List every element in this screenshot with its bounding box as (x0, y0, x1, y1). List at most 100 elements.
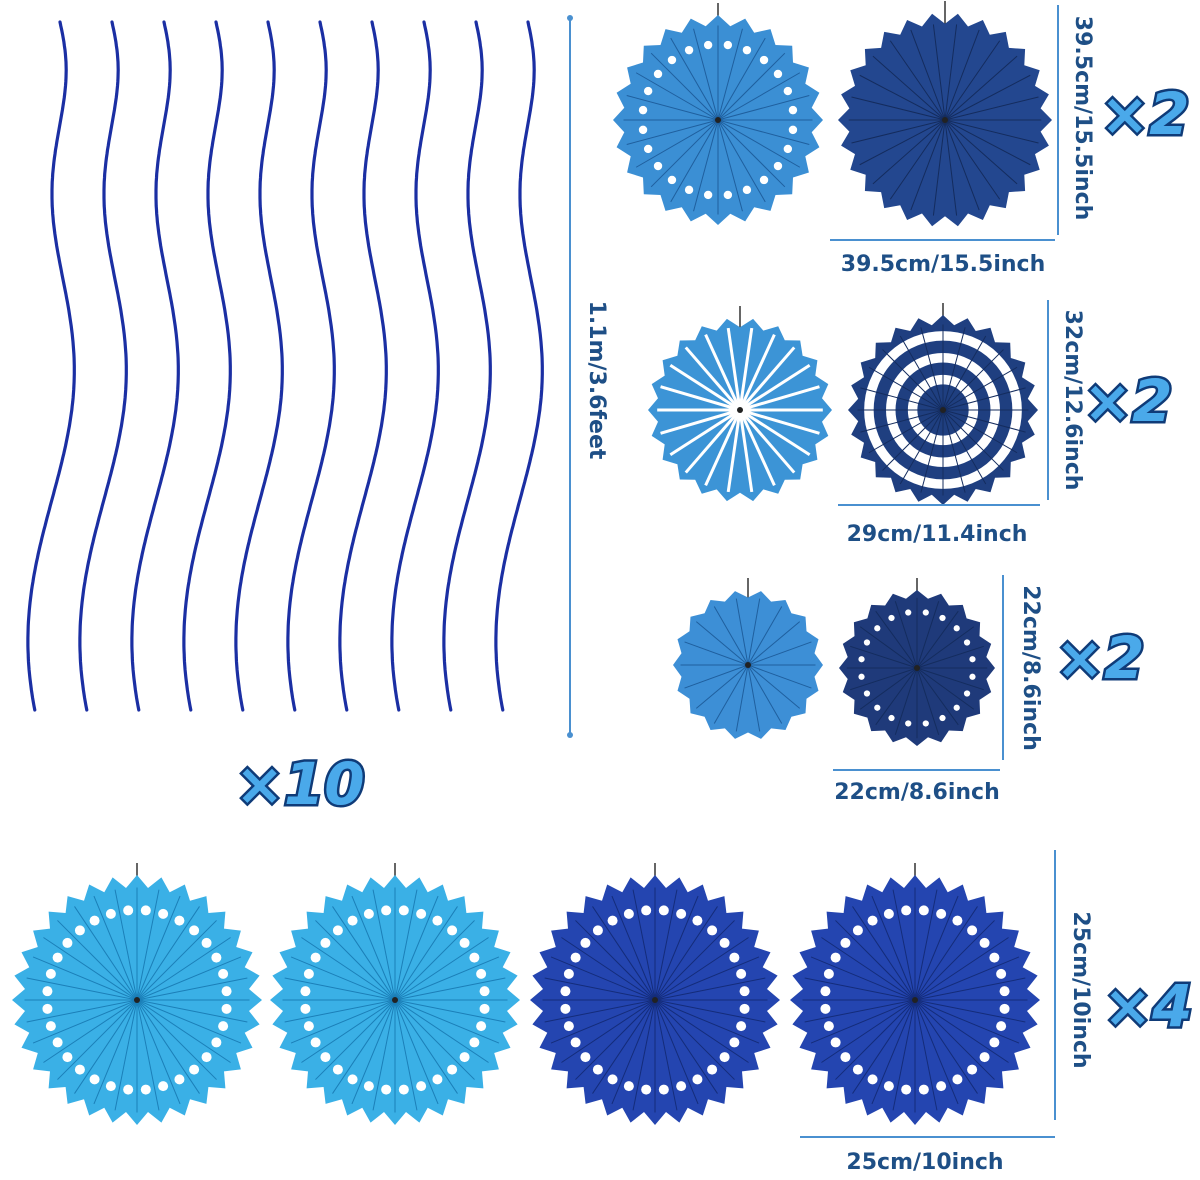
fan-pleat (944, 29, 980, 121)
fan-hole (742, 185, 752, 195)
artwork (12, 1, 1052, 1125)
swirl (234, 20, 284, 712)
fan-width: 25cm/10inch (846, 1150, 1003, 1175)
fan-pleat (914, 999, 995, 1080)
fan-hole (963, 639, 971, 646)
fan-hole (759, 175, 769, 185)
fan-hole (830, 952, 841, 963)
fan-hole (211, 952, 222, 963)
fan-pleat (942, 335, 987, 411)
fan-count: ×2 (1101, 80, 1190, 148)
fan-hole (969, 656, 976, 663)
fan-pleat (693, 119, 719, 212)
fan-pleat (851, 96, 946, 121)
fan-hole (459, 1052, 470, 1063)
fan-center (912, 997, 918, 1003)
fan-hole (398, 1084, 409, 1095)
fan-hole (830, 1037, 841, 1048)
fan-pleat (821, 937, 916, 1001)
fan-hole (658, 1084, 669, 1095)
paper-fan (648, 306, 832, 502)
fan-pleat (136, 920, 217, 1001)
fan-hole (967, 925, 978, 936)
fan-hole (863, 690, 871, 697)
fan-hole (42, 1003, 53, 1014)
fan-hole (398, 905, 409, 916)
fan-hole (969, 673, 976, 680)
fan-pleat (916, 626, 975, 669)
fan-pleat (394, 977, 506, 1001)
fan-hole (416, 908, 427, 919)
fan-hole (189, 925, 200, 936)
fan-pleat (899, 409, 944, 485)
fan-pleat (136, 999, 181, 1105)
fan-pleat (684, 664, 749, 689)
fan-pleat (942, 409, 987, 485)
fan-pleat (738, 334, 776, 411)
fan-pleat (284, 977, 396, 1001)
paper-fan (848, 303, 1038, 505)
fan-pleat (717, 72, 801, 121)
fan-hole (638, 125, 648, 135)
fan-hole (653, 69, 663, 79)
fan-pleat (942, 409, 1026, 433)
fan-hole (703, 190, 713, 200)
fan-hole (469, 952, 480, 963)
fan-pleat (695, 664, 749, 709)
paper-fan (530, 863, 780, 1125)
fan-pleat (684, 409, 742, 474)
fan-pleat (868, 409, 944, 454)
fan-pleat (717, 119, 801, 168)
fan-pleat (892, 999, 916, 1111)
fan-hole (936, 908, 947, 919)
fan-pleat (735, 664, 749, 732)
fan-hole (773, 161, 783, 171)
fan-hole (381, 905, 392, 916)
fan-pleat (632, 889, 656, 1001)
fan-pleat (626, 119, 719, 145)
fan-pleat (650, 52, 719, 121)
fan-pleat (914, 889, 938, 1001)
fan-center (942, 117, 948, 123)
swirl (338, 20, 388, 712)
fan-pleat (944, 119, 1031, 166)
fan-hole (963, 690, 971, 697)
fan-pleat (916, 645, 984, 669)
fan-pleat (916, 667, 975, 710)
fan-hole (570, 952, 581, 963)
fan-pleat (860, 409, 944, 433)
fan-pleat (932, 24, 946, 121)
fan-hole (300, 986, 311, 997)
paper-fan (790, 863, 1040, 1125)
fan-hole (996, 968, 1007, 979)
fan-hole (347, 915, 358, 926)
fan-hole (476, 1021, 487, 1032)
fan-pleat (726, 409, 742, 493)
fan-pleat (394, 999, 500, 1044)
fan-hole (952, 915, 963, 926)
fan-pleat (290, 956, 396, 1001)
fan-hole (52, 1037, 63, 1048)
fan-center (737, 407, 743, 413)
fan-pleat (868, 366, 944, 411)
fan-pleat (654, 977, 766, 1001)
fan-pleat (739, 408, 820, 435)
fan-pleat (284, 999, 396, 1023)
fan-hole (447, 1064, 458, 1075)
fan-hole (303, 968, 314, 979)
fan-width: 39.5cm/15.5inch (841, 252, 1045, 277)
fan-pleat (575, 920, 656, 1001)
fan-hole (201, 1052, 212, 1063)
fan-hole (158, 1081, 169, 1092)
fan-pleat (561, 937, 656, 1001)
fan-hole (820, 1003, 831, 1014)
fan-hole (858, 656, 865, 663)
fan-hole (989, 952, 1000, 963)
fan-hole (692, 915, 703, 926)
fan-hole (922, 609, 929, 616)
fan-pleat (944, 96, 1039, 121)
fan-pleat (882, 349, 944, 411)
fan-hole (123, 905, 134, 916)
fan-hole (211, 1037, 222, 1048)
